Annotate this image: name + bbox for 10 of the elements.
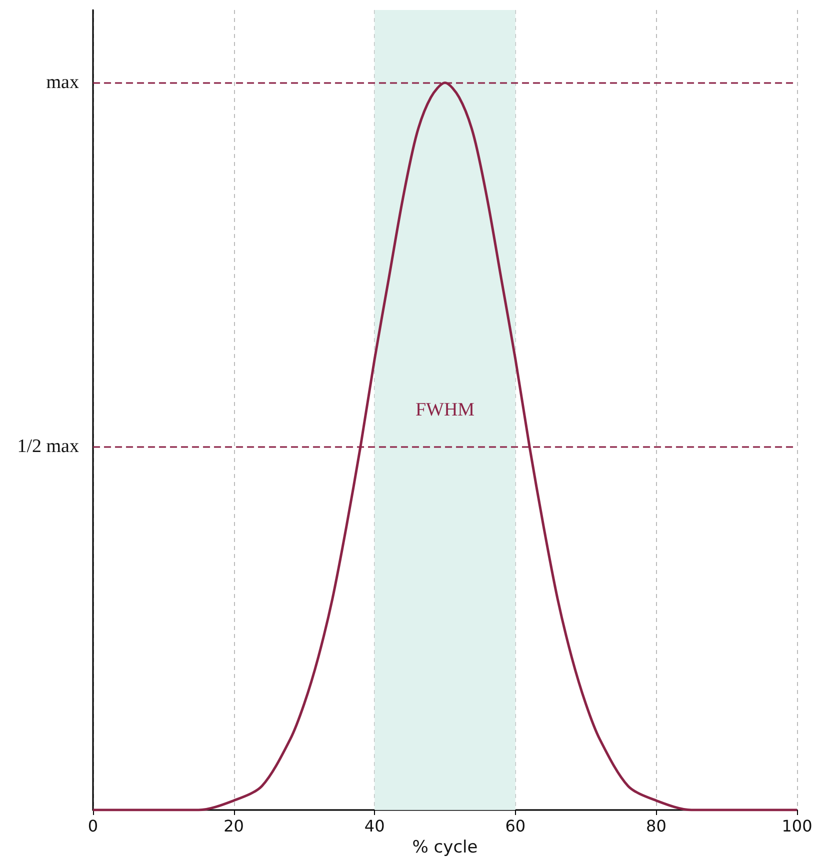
x-tick-label: 60 <box>505 816 526 836</box>
x-tick-label: 20 <box>224 816 244 836</box>
x-tick-label: 80 <box>646 816 666 836</box>
band-label: FWHM <box>415 400 475 420</box>
x-tick-label: 0 <box>88 816 98 836</box>
x-tick-label: 40 <box>364 816 385 836</box>
x-tick-label: 100 <box>782 816 812 836</box>
ref-line-label: max <box>46 72 80 94</box>
ref-line-label: 1/2 max <box>17 436 80 457</box>
x-axis-title: % cycle <box>412 837 478 858</box>
